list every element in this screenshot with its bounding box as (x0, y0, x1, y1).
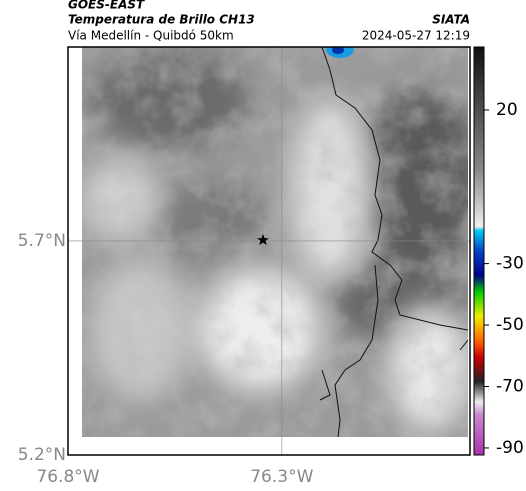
colorbar-tick-label: -50 (496, 315, 524, 335)
lat-tick-label: 5.7°N (18, 231, 66, 251)
lon-tick-label: 76.8°W (36, 467, 99, 487)
source: GOES-EAST (68, 0, 145, 12)
region: Vía Medellín - Quibdó 50km (68, 29, 234, 43)
lon-tick-label: 76.3°W (250, 467, 313, 487)
colorbar-tick-label: 20 (496, 100, 518, 120)
agency: SIATA (432, 13, 470, 27)
satellite-image (82, 47, 468, 437)
lat-tick-label: 5.2°N (18, 445, 66, 465)
colorbar-tick-label: -90 (496, 438, 524, 458)
timestamp: 2024-05-27 12:19 (362, 29, 470, 43)
map-frame (67, 46, 471, 456)
colorbar-tick-label: -30 (496, 254, 524, 274)
colorbar-tick-label: -70 (496, 376, 524, 396)
colorbar (473, 46, 485, 456)
city-marker (257, 234, 269, 246)
product: Temperatura de Brillo CH13 (68, 13, 255, 27)
